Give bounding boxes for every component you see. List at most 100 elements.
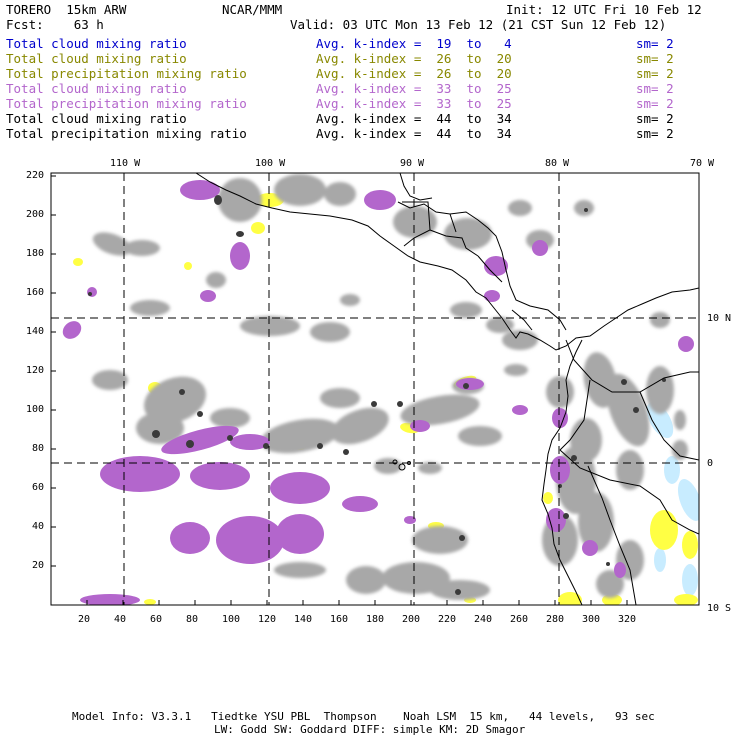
y-tick-label: 200 (26, 209, 45, 220)
legend-field: Total precipitation mixing ratio (6, 66, 247, 81)
field-blob (546, 508, 566, 532)
x-tick-label: 100 (222, 614, 241, 625)
field-blob (331, 407, 389, 445)
field-blob (654, 548, 666, 572)
field-blob (616, 450, 644, 490)
y-tick-label: 40 (32, 521, 45, 532)
field-blob (218, 178, 262, 222)
field-blob (674, 410, 686, 430)
field-blob (230, 434, 270, 450)
field-blob (650, 510, 678, 550)
field-blob (574, 200, 594, 216)
field-blob (320, 388, 360, 408)
field-blob (532, 240, 548, 256)
x-tick-label: 180 (366, 614, 385, 625)
field-blob (558, 592, 582, 605)
field-blob (633, 407, 639, 413)
legend-field: Total cloud mixing ratio (6, 51, 187, 66)
lon-label: 80 W (545, 158, 570, 169)
field-blob (571, 455, 577, 461)
field-blob (206, 272, 226, 288)
field-blob (512, 405, 528, 415)
lon-label: 110 W (110, 158, 141, 169)
field-blob (458, 426, 502, 446)
lon-label: 100 W (255, 158, 286, 169)
field-blob (124, 240, 160, 256)
legend-sm: sm= 2 (636, 51, 674, 66)
field-blob (210, 408, 250, 428)
lon-label: 70 W (690, 158, 715, 169)
legend-kindex: Avg. k-index = 19 to 4 (316, 36, 512, 51)
legend-kindex: Avg. k-index = 44 to 34 (316, 126, 512, 141)
field-blob (502, 330, 538, 350)
field-blob (197, 411, 203, 417)
x-tick-label: 300 (582, 614, 601, 625)
field-blob (240, 316, 300, 336)
field-blob (342, 496, 378, 512)
field-blob (260, 418, 340, 454)
x-tick-label: 140 (294, 614, 313, 625)
field-blob (184, 262, 192, 270)
field-blob (340, 294, 360, 306)
field-blob (88, 292, 92, 296)
field-blob (621, 379, 627, 385)
field-blob (646, 366, 674, 414)
legend-sm: sm= 2 (636, 36, 674, 51)
legend-sm: sm= 2 (636, 81, 674, 96)
field-blob (136, 412, 184, 444)
field-blob (274, 562, 326, 578)
field-blob (486, 317, 514, 333)
field-blob (584, 208, 588, 212)
field-blob (552, 408, 568, 428)
x-tick-label: 20 (78, 614, 91, 625)
y-tick-label: 180 (26, 248, 45, 259)
field-blob (397, 401, 403, 407)
field-blob (455, 589, 461, 595)
physics-info: LW: Godd SW: Goddard DIFF: simple KM: 2D… (214, 723, 526, 736)
field-blob (263, 443, 269, 449)
field-blob (200, 290, 216, 302)
field-blob (393, 206, 437, 238)
field-blob (582, 540, 598, 556)
y-tick-label: 80 (32, 443, 45, 454)
x-tick-label: 240 (474, 614, 493, 625)
legend-kindex: Avg. k-index = 26 to 20 (316, 66, 512, 81)
field-blob (310, 322, 350, 342)
lat-label: 10 S (707, 603, 732, 614)
y-tick-label: 20 (32, 560, 45, 571)
field-blob (606, 562, 610, 566)
model-title: TORERO 15km ARW (6, 2, 127, 17)
legend-kindex: Avg. k-index = 33 to 25 (316, 96, 512, 111)
field-blob (484, 256, 508, 276)
field-blob (190, 462, 250, 490)
field-blob (343, 449, 349, 455)
lat-label: 0 (707, 458, 714, 469)
legend-sm: sm= 2 (636, 66, 674, 81)
x-tick-label: 280 (546, 614, 565, 625)
x-tick-label: 40 (114, 614, 127, 625)
field-blob (371, 401, 377, 407)
field-blob (92, 232, 132, 256)
gray-cloud-layer (92, 174, 688, 600)
field-blob (179, 389, 185, 395)
field-blob (230, 242, 250, 270)
field-blob (144, 599, 156, 605)
legend-field: Total cloud mixing ratio (6, 36, 187, 51)
legend-kindex: Avg. k-index = 26 to 20 (316, 51, 512, 66)
field-blob (214, 195, 222, 205)
field-blob (251, 222, 265, 234)
field-blob (364, 190, 396, 210)
field-blob (412, 526, 468, 554)
field-blob (463, 383, 469, 389)
field-blob (678, 336, 694, 352)
x-tick-label: 220 (438, 614, 457, 625)
field-blob (87, 287, 97, 297)
field-blob (161, 425, 239, 455)
field-blob (508, 200, 532, 216)
field-blob (80, 594, 140, 605)
field-blob (62, 321, 82, 339)
field-blob (73, 258, 83, 266)
field-blob (484, 290, 500, 302)
tick-marks (51, 175, 628, 605)
field-blob (186, 440, 194, 448)
